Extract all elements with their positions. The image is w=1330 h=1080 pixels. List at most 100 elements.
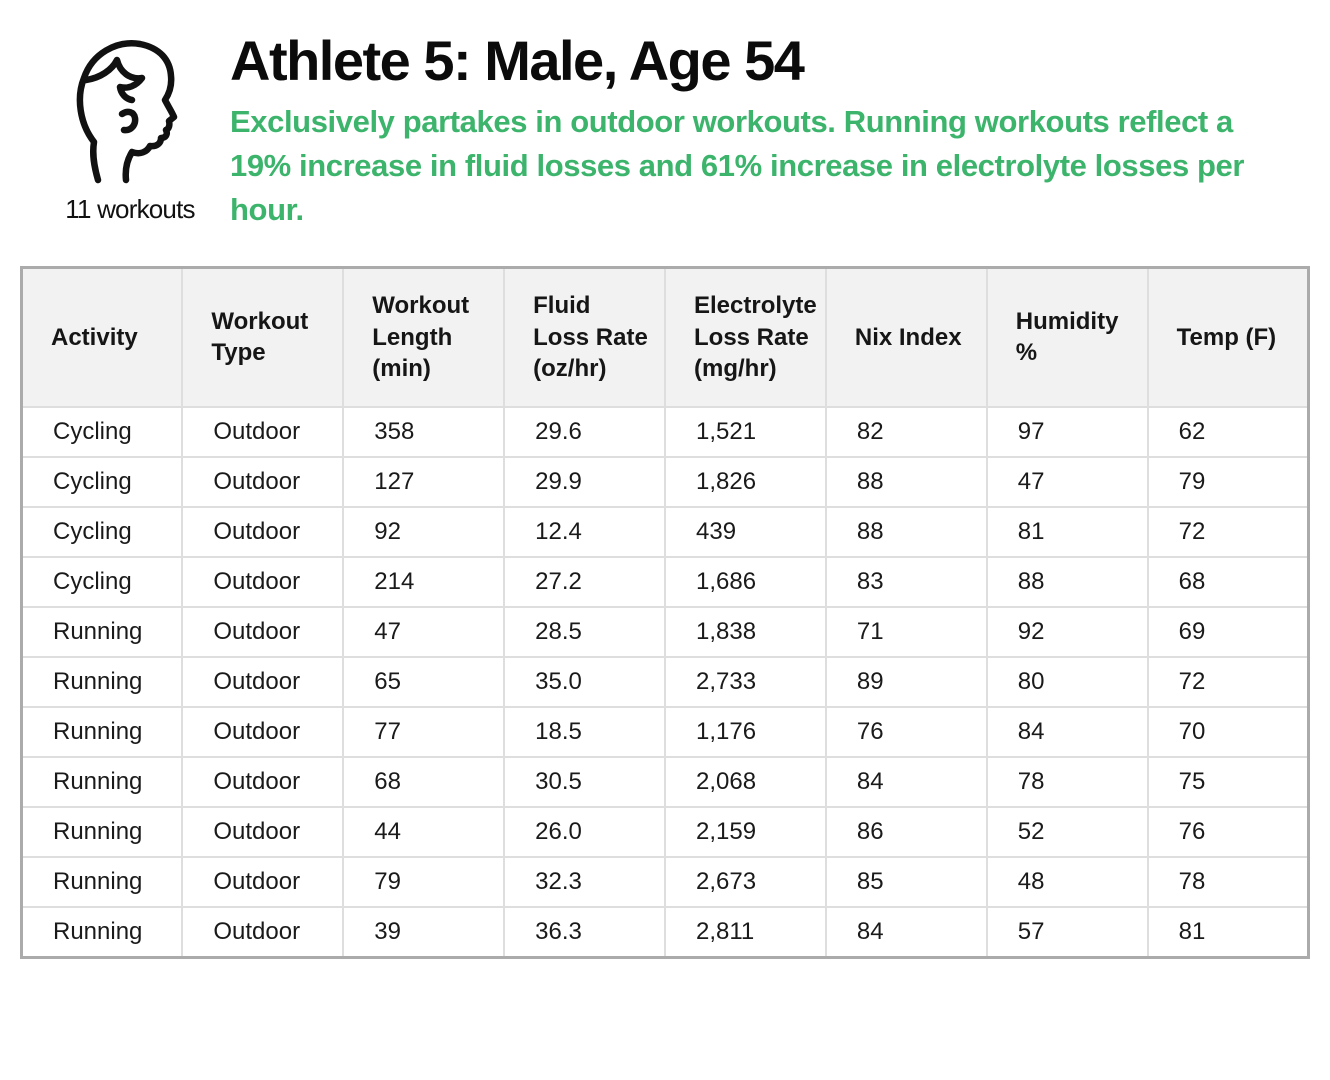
table-row: Cycling Outdoor 92 12.4 439 88 81 72	[20, 506, 1310, 559]
table-cell: Outdoor	[181, 656, 345, 709]
table-cell: 2,068	[664, 756, 827, 809]
table-cell: 72	[1146, 506, 1310, 559]
table-cell: 26.0	[503, 806, 666, 859]
table-cell: 92	[985, 606, 1149, 659]
workouts-table: Activity Workout Type Workout Length (mi…	[20, 265, 1310, 959]
athlete-avatar-block: 11 workouts	[55, 28, 205, 225]
table-cell: 57	[985, 906, 1149, 959]
table-cell: Running	[20, 856, 184, 909]
table-row: Cycling Outdoor 214 27.2 1,686 83 88 68	[20, 556, 1310, 609]
table-cell: 28.5	[503, 606, 666, 659]
column-header-workout-length: Workout Length (min)	[342, 266, 506, 409]
table-cell: Cycling	[20, 406, 184, 459]
table-cell: Outdoor	[181, 806, 345, 859]
table-cell: 75	[1146, 756, 1310, 809]
table-cell: Running	[20, 706, 184, 759]
table-cell: 18.5	[503, 706, 666, 759]
table-cell: 84	[985, 706, 1149, 759]
table-cell: 88	[824, 456, 988, 509]
table-cell: 80	[985, 656, 1149, 709]
table-cell: 30.5	[503, 756, 666, 809]
column-header-nix-index: Nix Index	[824, 266, 988, 409]
table-header: Activity Workout Type Workout Length (mi…	[20, 266, 1310, 409]
table-row: Running Outdoor 39 36.3 2,811 84 57 81	[20, 906, 1310, 959]
table-cell: 36.3	[503, 906, 666, 959]
table-cell: 77	[342, 706, 506, 759]
table-body: Cycling Outdoor 358 29.6 1,521 82 97 62 Cycling O…	[20, 406, 1310, 959]
table-cell: 97	[985, 406, 1149, 459]
table-cell: Outdoor	[181, 856, 345, 909]
report-header: 11 workouts Athlete 5: Male, Age 54 Excl…	[0, 0, 1330, 232]
table-cell: Outdoor	[181, 706, 345, 759]
table-cell: 83	[824, 556, 988, 609]
table-cell: 69	[1146, 606, 1310, 659]
table-row: Running Outdoor 65 35.0 2,733 89 80 72	[20, 656, 1310, 709]
athlete-description: Exclusively partakes in outdoor workouts…	[230, 103, 1245, 227]
table-cell: Running	[20, 756, 184, 809]
table-cell: 76	[824, 706, 988, 759]
table-cell: 39	[342, 906, 506, 959]
table-cell: 71	[824, 606, 988, 659]
table-cell: 88	[824, 506, 988, 559]
table-cell: Cycling	[20, 556, 184, 609]
table-cell: Outdoor	[181, 756, 345, 809]
table-row: Running Outdoor 68 30.5 2,068 84 78 75	[20, 756, 1310, 809]
table-cell: Running	[20, 806, 184, 859]
table-cell: 29.6	[503, 406, 666, 459]
table-cell: 68	[1146, 556, 1310, 609]
table-cell: 1,686	[664, 556, 827, 609]
table-cell: 2,811	[664, 906, 827, 959]
male-profile-icon	[76, 40, 178, 184]
table-cell: 76	[1146, 806, 1310, 859]
table-cell: Cycling	[20, 506, 184, 559]
table-cell: 29.9	[503, 456, 666, 509]
table-cell: 47	[342, 606, 506, 659]
table-cell: Outdoor	[181, 556, 345, 609]
column-header-humidity: Humidity %	[985, 266, 1149, 409]
table-cell: 127	[342, 456, 506, 509]
table-cell: 12.4	[503, 506, 666, 559]
table-cell: 52	[985, 806, 1149, 859]
table-cell: 65	[342, 656, 506, 709]
table-cell: 89	[824, 656, 988, 709]
table-cell: Outdoor	[181, 906, 345, 959]
table-cell: 72	[1146, 656, 1310, 709]
table-cell: 92	[342, 506, 506, 559]
table-row: Running Outdoor 47 28.5 1,838 71 92 69	[20, 606, 1310, 659]
table-cell: 2,673	[664, 856, 827, 909]
table-cell: 81	[1146, 906, 1310, 959]
table-cell: 86	[824, 806, 988, 859]
table-cell: 85	[824, 856, 988, 909]
table-cell: 27.2	[503, 556, 666, 609]
table-cell: 79	[1146, 456, 1310, 509]
table-cell: 1,838	[664, 606, 827, 659]
table-cell: Running	[20, 906, 184, 959]
table-cell: 82	[824, 406, 988, 459]
page-title: Athlete 5: Male, Age 54	[230, 29, 805, 92]
table-cell: 35.0	[503, 656, 666, 709]
table-cell: 70	[1146, 706, 1310, 759]
table-cell: Running	[20, 656, 184, 709]
table-row: Running Outdoor 44 26.0 2,159 86 52 76	[20, 806, 1310, 859]
table-row: Cycling Outdoor 358 29.6 1,521 82 97 62	[20, 406, 1310, 459]
column-header-activity: Activity	[20, 266, 184, 409]
column-header-fluid-loss-rate: Fluid Loss Rate (oz/hr)	[503, 266, 666, 409]
table-cell: 32.3	[503, 856, 666, 909]
table-cell: Cycling	[20, 456, 184, 509]
table-cell: 84	[824, 906, 988, 959]
table-container: Activity Workout Type Workout Length (mi…	[20, 265, 1310, 959]
table-cell: 68	[342, 756, 506, 809]
table-cell: 79	[342, 856, 506, 909]
table-header-row: Activity Workout Type Workout Length (mi…	[20, 266, 1310, 409]
table-cell: Outdoor	[181, 406, 345, 459]
table-cell: 84	[824, 756, 988, 809]
table-cell: Outdoor	[181, 456, 345, 509]
table-cell: 88	[985, 556, 1149, 609]
column-header-temp: Temp (F)	[1146, 266, 1310, 409]
title-block: Athlete 5: Male, Age 54 Exclusively part…	[230, 28, 1290, 232]
table-cell: 44	[342, 806, 506, 859]
table-row: Running Outdoor 79 32.3 2,673 85 48 78	[20, 856, 1310, 909]
table-row: Cycling Outdoor 127 29.9 1,826 88 47 79	[20, 456, 1310, 509]
table-cell: Running	[20, 606, 184, 659]
table-cell: 78	[985, 756, 1149, 809]
